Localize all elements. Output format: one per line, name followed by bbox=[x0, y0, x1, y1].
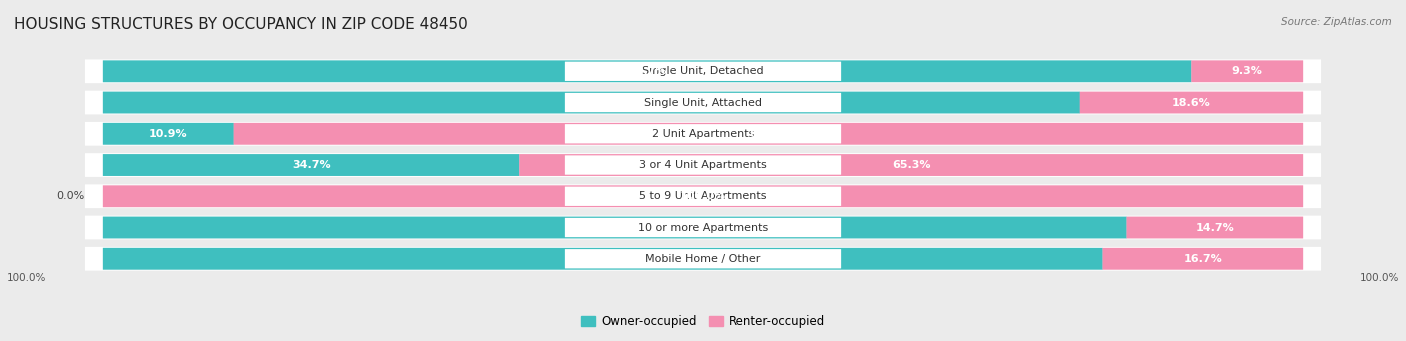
FancyBboxPatch shape bbox=[233, 123, 1303, 145]
Text: 5 to 9 Unit Apartments: 5 to 9 Unit Apartments bbox=[640, 191, 766, 201]
FancyBboxPatch shape bbox=[103, 186, 1303, 207]
FancyBboxPatch shape bbox=[103, 123, 233, 145]
Text: 100.0%: 100.0% bbox=[681, 191, 725, 201]
FancyBboxPatch shape bbox=[84, 91, 1322, 115]
Text: 85.3%: 85.3% bbox=[596, 223, 634, 233]
Text: 0.0%: 0.0% bbox=[56, 191, 84, 201]
Text: 10 or more Apartments: 10 or more Apartments bbox=[638, 223, 768, 233]
Text: 16.7%: 16.7% bbox=[1184, 254, 1222, 264]
Text: Source: ZipAtlas.com: Source: ZipAtlas.com bbox=[1281, 17, 1392, 27]
Text: HOUSING STRUCTURES BY OCCUPANCY IN ZIP CODE 48450: HOUSING STRUCTURES BY OCCUPANCY IN ZIP C… bbox=[14, 17, 468, 32]
Text: Single Unit, Detached: Single Unit, Detached bbox=[643, 66, 763, 76]
Text: 2 Unit Apartments: 2 Unit Apartments bbox=[652, 129, 754, 139]
FancyBboxPatch shape bbox=[565, 62, 841, 81]
FancyBboxPatch shape bbox=[84, 59, 1322, 83]
Text: 100.0%: 100.0% bbox=[1360, 273, 1399, 283]
Text: Single Unit, Attached: Single Unit, Attached bbox=[644, 98, 762, 107]
FancyBboxPatch shape bbox=[519, 154, 1303, 176]
Text: 65.3%: 65.3% bbox=[891, 160, 931, 170]
FancyBboxPatch shape bbox=[103, 60, 1191, 82]
Text: Mobile Home / Other: Mobile Home / Other bbox=[645, 254, 761, 264]
Text: 9.3%: 9.3% bbox=[1232, 66, 1263, 76]
FancyBboxPatch shape bbox=[565, 93, 841, 112]
FancyBboxPatch shape bbox=[84, 122, 1322, 146]
FancyBboxPatch shape bbox=[565, 124, 841, 144]
Text: 18.6%: 18.6% bbox=[1173, 98, 1211, 107]
Text: 34.7%: 34.7% bbox=[292, 160, 330, 170]
FancyBboxPatch shape bbox=[103, 154, 519, 176]
FancyBboxPatch shape bbox=[103, 217, 1126, 238]
FancyBboxPatch shape bbox=[1102, 248, 1303, 270]
FancyBboxPatch shape bbox=[84, 247, 1322, 271]
Text: 90.7%: 90.7% bbox=[628, 66, 666, 76]
Text: 14.7%: 14.7% bbox=[1195, 223, 1234, 233]
Text: 83.3%: 83.3% bbox=[583, 254, 621, 264]
Text: 10.9%: 10.9% bbox=[149, 129, 187, 139]
Legend: Owner-occupied, Renter-occupied: Owner-occupied, Renter-occupied bbox=[581, 315, 825, 328]
Text: 81.4%: 81.4% bbox=[572, 98, 610, 107]
FancyBboxPatch shape bbox=[565, 249, 841, 268]
FancyBboxPatch shape bbox=[565, 187, 841, 206]
FancyBboxPatch shape bbox=[103, 248, 1102, 270]
FancyBboxPatch shape bbox=[565, 218, 841, 237]
FancyBboxPatch shape bbox=[103, 92, 1080, 114]
Text: 100.0%: 100.0% bbox=[7, 273, 46, 283]
FancyBboxPatch shape bbox=[84, 184, 1322, 208]
FancyBboxPatch shape bbox=[1126, 217, 1303, 238]
FancyBboxPatch shape bbox=[84, 216, 1322, 239]
FancyBboxPatch shape bbox=[84, 153, 1322, 177]
FancyBboxPatch shape bbox=[565, 155, 841, 175]
Text: 3 or 4 Unit Apartments: 3 or 4 Unit Apartments bbox=[640, 160, 766, 170]
Text: 89.1%: 89.1% bbox=[749, 129, 787, 139]
FancyBboxPatch shape bbox=[1080, 92, 1303, 114]
FancyBboxPatch shape bbox=[1191, 60, 1303, 82]
